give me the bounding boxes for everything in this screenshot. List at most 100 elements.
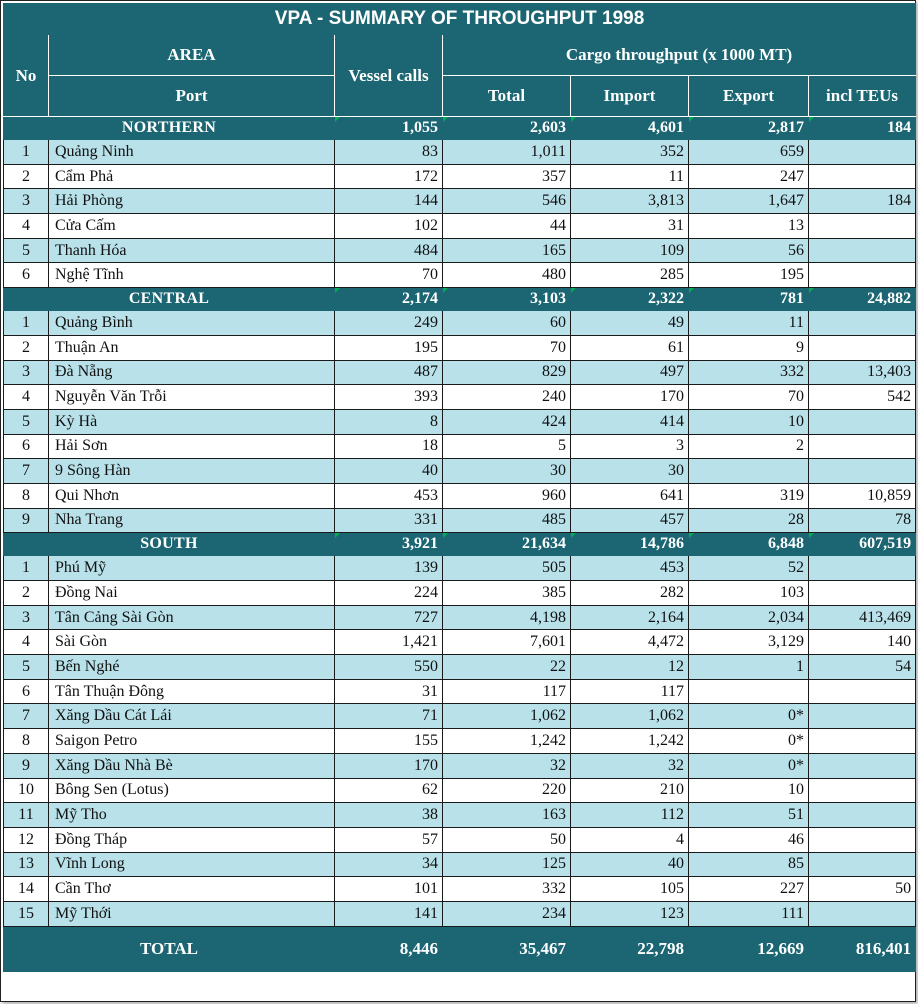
cell-no: 14 [3,876,49,902]
region-name: CENTRAL [3,287,335,312]
cell-port: Tân Thuận Đông [48,678,335,705]
title-row: VPA - SUMMARY OF THROUGHPUT 1998 [2,3,917,35]
cell-port: Thanh Hóa [48,237,335,264]
cell-export: 56 [688,237,809,264]
cell-no: 10 [3,777,49,804]
cell-total: 117 [442,678,571,705]
cell-vessel-calls: 453 [334,482,443,509]
cell-total: 4,198 [442,604,571,631]
cell-import: 285 [570,262,689,289]
cell-teus: 78 [807,507,917,534]
region-total: 3,103 [442,287,571,312]
table-row: 3 Tân Cảng Sài Gòn 727 4,198 2,164 2,034 413,4… [3,604,917,631]
cell-import: 11 [570,163,689,190]
cell-import: 170 [570,384,689,410]
cell-import: 2,164 [570,604,689,631]
table-row: 10 Bông Sen (Lotus) 62 220 210 10 [3,777,917,804]
cell-vessel-calls: 57 [334,826,443,853]
cell-teus [807,237,917,264]
header-total: Total [442,75,571,117]
region-export: 2,817 [688,116,809,140]
table-row: 6 Nghệ Tĩnh 70 480 285 195 [3,262,917,289]
cell-vessel-calls: 155 [334,728,443,754]
cell-import: 61 [570,334,689,361]
table-row: 13 Vĩnh Long 34 125 40 85 [3,851,917,878]
cell-total: 234 [442,900,571,927]
cell-vessel-calls: 727 [334,604,443,631]
cell-total: 385 [442,580,571,606]
cell-export: 2 [688,433,809,460]
cell-export: 111 [688,900,809,927]
region-import: 4,601 [570,116,689,140]
cell-export: 70 [688,384,809,410]
region-teus: 607,519 [807,532,917,557]
grand-total-import: 22,798 [570,925,689,972]
cell-total: 1,062 [442,703,571,730]
cell-export: 10 [688,777,809,804]
cell-total: 22 [442,654,571,680]
region-import: 2,322 [570,287,689,312]
cell-total: 125 [442,851,571,878]
cell-teus [807,310,917,336]
cell-import: 1,062 [570,703,689,730]
cell-total: 50 [442,826,571,853]
region-vessel-calls: 3,921 [334,532,443,557]
cell-vessel-calls: 144 [334,188,443,215]
table-row: 2 Thuận An 195 70 61 9 [3,334,917,361]
cell-total: 7,601 [442,629,571,656]
cell-export: 51 [688,802,809,828]
cell-port: Xăng Dầu Nhà Bè [48,752,335,779]
cell-import: 30 [570,458,689,484]
table-row: 8 Qui Nhơn 453 960 641 319 10,859 [3,482,917,509]
cell-vessel-calls: 102 [334,213,443,239]
table-row: 9 Nha Trang 331 485 457 28 78 [3,507,917,534]
cell-port: Mỹ Thới [48,900,335,927]
cell-total: 163 [442,802,571,828]
cell-import: 31 [570,213,689,239]
cell-no: 6 [3,678,49,705]
region-total: 21,634 [442,532,571,557]
cell-total: 240 [442,384,571,410]
cell-port: Cửa Cấm [48,213,335,239]
cell-no: 1 [3,310,49,336]
header-row-1: No AREA Vessel calls Cargo throughput (x… [3,34,917,117]
cell-vessel-calls: 8 [334,408,443,435]
grand-total-vessel-calls: 8,446 [334,925,443,972]
region-total: 2,603 [442,116,571,140]
region-name: SOUTH [3,532,335,557]
cell-port: Qui Nhơn [48,482,335,509]
cell-total: 505 [442,555,571,581]
cell-port: Xăng Dầu Cát Lái [48,703,335,730]
cell-port: 9 Sông Hàn [48,458,335,484]
cell-no: 1 [3,139,49,165]
table-row: 3 Đà Nẵng 487 829 497 332 13,403 [3,359,917,386]
table-row: 3 Hải Phòng 144 546 3,813 1,647 184 [3,188,917,215]
cell-vessel-calls: 83 [334,139,443,165]
cell-total: 70 [442,334,571,361]
cell-no: 8 [3,482,49,509]
cell-export: 52 [688,555,809,581]
cell-port: Kỳ Hà [48,408,335,435]
cell-port: Thuận An [48,334,335,361]
cell-total: 424 [442,408,571,435]
cell-teus [807,900,917,927]
table-row: 2 Đồng Nai 224 385 282 103 [3,580,917,606]
cell-port: Quảng Ninh [48,139,335,165]
table-row: 14 Cần Thơ 101 332 105 227 50 [3,876,917,902]
table-row: 6 Hải Sơn 18 5 3 2 [3,433,917,460]
cell-vessel-calls: 195 [334,334,443,361]
header-no: No [3,34,49,117]
cell-total: 32 [442,752,571,779]
region-row: NORTHERN 1,055 2,603 4,601 2,817 184 [3,116,917,140]
grand-total-row: TOTAL 8,446 35,467 22,798 12,669 816,401 [3,925,917,972]
cell-no: 2 [3,580,49,606]
cell-no: 4 [3,213,49,239]
cell-total: 30 [442,458,571,484]
cell-import: 414 [570,408,689,435]
cell-teus: 413,469 [807,604,917,631]
cell-teus [807,851,917,878]
cell-vessel-calls: 331 [334,507,443,534]
cell-teus [807,580,917,606]
cell-teus: 13,403 [807,359,917,386]
cell-port: Đồng Nai [48,580,335,606]
